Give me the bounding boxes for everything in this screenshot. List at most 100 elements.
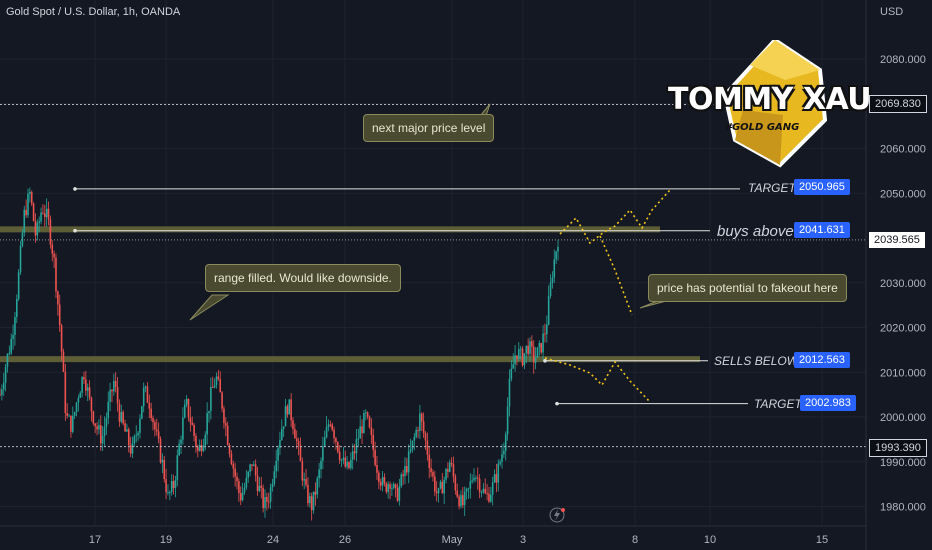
candle-body-171 — [318, 469, 320, 479]
candle-body-220 — [409, 449, 412, 452]
support-zone — [0, 356, 700, 363]
price-level-lines — [0, 104, 866, 448]
candle-body-63 — [116, 386, 119, 404]
candle-body-179 — [333, 429, 335, 439]
candle-body-132 — [245, 477, 248, 488]
candle-body-269 — [501, 454, 503, 462]
candle-body-246 — [458, 496, 460, 507]
candle-body-48 — [88, 387, 91, 398]
fakeout-note[interactable]: price has potential to fakeout here — [648, 274, 847, 302]
candle-body-177 — [329, 424, 332, 426]
y-tick-label-7: 2000.000 — [880, 412, 926, 424]
candle-body-295 — [549, 282, 552, 297]
candle-body-212 — [394, 484, 397, 489]
candle-body-108 — [200, 444, 203, 452]
candle-body-42 — [77, 398, 80, 403]
x-tick-label-0: 17 — [89, 534, 101, 546]
candle-body-125 — [232, 464, 235, 469]
candle-body-95 — [176, 455, 179, 481]
candle-body-161 — [299, 445, 302, 462]
candle-body-299 — [557, 246, 559, 252]
y-tick-label-0: 2080.000 — [880, 54, 926, 66]
candle-body-151 — [280, 428, 283, 440]
candle-body-89 — [165, 479, 167, 493]
candle-body-158 — [294, 429, 296, 439]
candle-body-149 — [277, 448, 279, 461]
candle-body-263 — [490, 494, 492, 502]
candle-body-266 — [495, 474, 498, 483]
candle-body-225 — [419, 413, 421, 431]
x-tick-label-7: 10 — [704, 534, 716, 546]
currency-label: USD — [880, 6, 904, 18]
candle-body-59 — [109, 389, 111, 402]
candle-body-129 — [239, 493, 242, 501]
candle-body-264 — [491, 482, 494, 495]
target-top-label: TARGET — [748, 181, 796, 195]
candle-body-99 — [183, 404, 186, 418]
candle-body-240 — [447, 469, 449, 472]
candle-body-52 — [96, 426, 98, 430]
candle-body-280 — [521, 348, 524, 366]
time-axis: 17 19 24 26 May 3 8 10 15 — [0, 507, 866, 546]
candle-body-87 — [161, 459, 164, 463]
candle-body-241 — [448, 462, 451, 472]
candle-body-249 — [463, 491, 466, 506]
candle-body-56 — [103, 427, 106, 437]
candle-body-107 — [198, 444, 201, 451]
candle-body-233 — [434, 476, 436, 492]
candle-body-35 — [64, 371, 67, 414]
candle-body-184 — [342, 457, 345, 460]
candle-body-176 — [327, 424, 330, 428]
candle-body-32 — [58, 304, 61, 326]
candle-body-20 — [36, 222, 39, 236]
candle-body-293 — [546, 324, 548, 335]
candle-body-128 — [238, 481, 240, 494]
candle-body-21 — [38, 221, 40, 223]
candle-body-174 — [323, 437, 326, 447]
candle-body-24 — [43, 213, 46, 218]
candle-body-237 — [441, 481, 444, 494]
candle-body-194 — [361, 426, 363, 434]
candle-body-187 — [348, 462, 350, 469]
candle-body-45 — [83, 377, 85, 380]
candle-body-218 — [406, 466, 408, 473]
candle-body-287 — [534, 357, 537, 363]
candle-body-126 — [234, 468, 236, 477]
candle-body-14 — [25, 209, 27, 216]
candle-body-276 — [514, 355, 516, 365]
candle-body-223 — [415, 430, 417, 437]
candle-body-170 — [316, 478, 319, 495]
candle-body-94 — [174, 480, 177, 489]
candle-body-37 — [68, 415, 70, 417]
candle-body-278 — [518, 349, 520, 359]
candle-body-84 — [155, 429, 158, 432]
candle-body-86 — [159, 438, 162, 463]
candle-body-167 — [310, 496, 313, 511]
candle-body-146 — [271, 483, 274, 488]
major-level-note[interactable]: next major price level — [363, 114, 495, 142]
candle-body-85 — [157, 431, 160, 439]
target-bottom-value: 2002.983 — [800, 395, 856, 411]
range-note-pointer — [189, 294, 230, 321]
candle-body-68 — [126, 429, 128, 432]
candle-body-265 — [493, 474, 496, 483]
tommy-xau-logo-icon — [722, 40, 828, 168]
candle-body-248 — [462, 495, 464, 506]
candle-body-39 — [71, 415, 74, 432]
candle-body-175 — [325, 427, 328, 438]
candle-body-12 — [21, 232, 24, 246]
candle-body-235 — [437, 488, 440, 494]
range-filled-note[interactable]: range filled. Would like downside. — [205, 264, 401, 292]
candle-body-73 — [135, 435, 138, 437]
candle-body-117 — [217, 376, 220, 380]
logo-subtitle: #GOLD GANG — [725, 122, 800, 133]
candle-body-291 — [542, 333, 544, 353]
candle-body-183 — [340, 459, 343, 461]
y-tick-label-4: 2030.000 — [880, 278, 926, 290]
candle-body-195 — [363, 413, 365, 434]
buys-above-value: 2041.631 — [794, 222, 850, 238]
candle-body-231 — [430, 467, 432, 473]
candle-body-148 — [275, 460, 278, 472]
candle-body-219 — [407, 451, 410, 473]
